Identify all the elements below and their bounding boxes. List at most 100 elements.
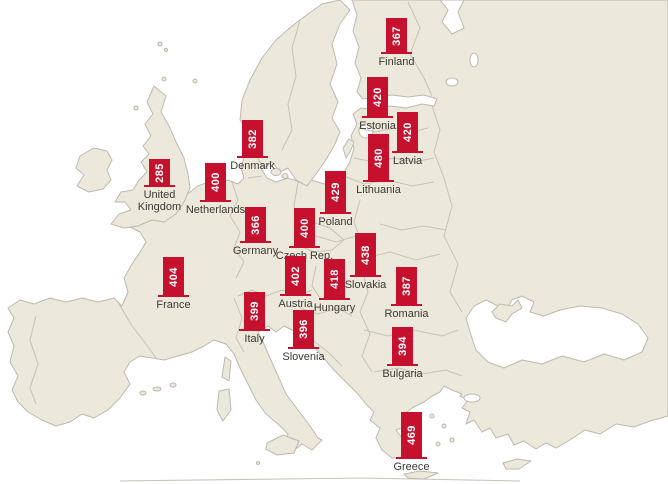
aegean-island [441,423,447,429]
value-label: 469 [405,425,418,445]
bar-rect: 438 [355,233,376,276]
value-label: 394 [396,336,409,356]
gotland-island [342,138,355,159]
balearic-island [169,382,177,388]
country-label: Austria [278,298,313,310]
country-label: Italy [244,333,265,345]
balearic-island [152,386,162,392]
balearic-island [139,390,147,396]
value-label: 387 [400,276,413,296]
bar-group-czech-rep: 400 Czech Rep. [276,208,333,262]
bar-rect: 418 [324,259,345,299]
value-label: 404 [167,266,180,287]
country-label: Romania [384,308,429,320]
bar-baseline [387,364,418,366]
bar-group-united-kingdom: 285 United Kingdom [138,159,181,213]
value-label: 399 [248,301,261,321]
bar-rect: 399 [244,292,265,330]
scandinavia-landmass [239,0,351,187]
country-label: Denmark [230,160,275,172]
zealand-island [270,168,282,176]
funen-island [281,173,289,179]
country-label: Latvia [392,155,423,167]
bar-rect: 420 [367,77,388,117]
value-label: 402 [289,265,302,286]
value-label: 285 [153,162,166,183]
bar-baseline [200,200,231,202]
bar-group-denmark: 382 Denmark [230,120,275,172]
bar-rect: 367 [386,18,407,53]
lake-ladoga [445,77,459,87]
bar-group-latvia: 420 Latvia [392,112,423,167]
bar-group-bulgaria: 394 Bulgaria [382,327,423,380]
country-label: Estonia [359,120,396,132]
bar-baseline [319,298,350,300]
ireland-island [75,147,113,193]
bar-rect: 402 [285,256,306,295]
bar-group-netherlands: 400 Netherlands [186,163,245,216]
country-label: Germany [232,245,279,257]
faroe-island [164,48,168,52]
aegean-island [429,413,435,419]
value-label: 396 [297,319,310,339]
sardinia-island [216,388,232,422]
bar-group-germany: 366 Germany [233,207,278,257]
value-label: 366 [249,214,262,235]
malta-island [256,461,260,465]
bar-rect: 285 [149,159,170,186]
country-label: Slovakia [344,279,387,291]
country-label: Netherlands [185,204,246,216]
bar-baseline [350,275,381,277]
aegean-island [449,437,455,443]
bar-baseline [381,52,412,54]
bar-baseline [237,156,268,158]
bar-group-estonia: 420 Estonia [359,77,396,132]
bar-rect: 404 [163,257,184,296]
bar-baseline [280,294,311,296]
aegean-island [435,441,441,447]
bar-group-slovakia: 438 Slovakia [345,233,386,291]
value-label: 438 [359,244,372,265]
bar-baseline [363,180,394,182]
value-label: 420 [371,87,384,107]
value-label: 480 [372,147,385,168]
bar-baseline [396,457,427,459]
country-label: Poland [318,216,353,228]
country-label: Finland [378,56,415,68]
bar-group-greece: 469 Greece [393,412,430,473]
value-label: 429 [329,182,342,202]
bar-baseline [144,185,175,187]
mainland-landmass [7,0,668,459]
bar-baseline [240,241,271,243]
bar-baseline [392,151,423,153]
cyprus-island [502,458,532,470]
bar-group-italy: 399 Italy [239,292,270,345]
bar-group-france: 404 France [156,257,191,311]
sicily-island [265,434,300,456]
bar-baseline [320,212,351,214]
bar-rect: 382 [242,120,263,157]
crete-island [403,470,439,480]
bar-group-poland: 429 Poland [318,171,353,228]
value-label: 382 [246,128,259,149]
value-label: 420 [401,122,414,142]
bar-baseline [391,304,422,306]
bar-baseline [288,347,319,349]
country-label: Lithuania [356,184,401,196]
bar-rect: 469 [401,412,422,458]
bar-rect: 400 [294,208,315,247]
bar-baseline [239,329,270,331]
shetland-island [192,78,198,84]
bar-group-austria: 402 Austria [278,256,313,310]
country-label: United Kingdom [137,189,182,213]
great-britain-island [110,85,191,229]
bar-rect: 366 [245,207,266,242]
bar-rect: 394 [392,327,413,365]
corsica-island [221,356,232,382]
value-label: 400 [209,172,222,192]
bar-baseline [158,295,189,297]
value-label: 367 [390,25,403,46]
country-label: Greece [393,461,430,473]
country-label: Bulgaria [382,368,423,380]
hebrides-island [133,105,139,111]
